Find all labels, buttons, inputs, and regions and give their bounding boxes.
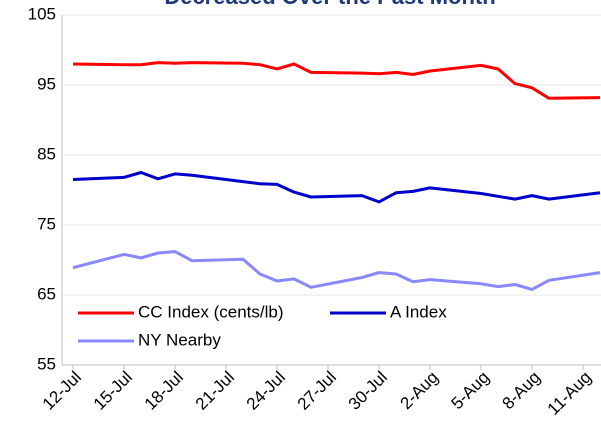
x-tick-label: 2-Aug: [396, 368, 442, 414]
series-line: [72, 61, 601, 100]
series-line: [72, 171, 601, 204]
legend-label: CC Index (cents/lb): [138, 302, 284, 321]
x-tick-label: 8-Aug: [498, 368, 544, 414]
x-tick-label: 27-Jul: [294, 368, 340, 414]
x-tick-label: 30-Jul: [345, 368, 391, 414]
legend-label: NY Nearby: [138, 330, 221, 349]
y-tick-label: 105: [28, 4, 56, 23]
y-tick-label: 55: [37, 354, 56, 373]
y-tick-label: 75: [37, 214, 56, 233]
series-line: [72, 250, 601, 291]
x-tick-label: 11-Aug: [544, 368, 595, 419]
y-tick-label: 95: [37, 74, 56, 93]
y-tick-label: 85: [37, 144, 56, 163]
x-tick-label: 15-Jul: [90, 368, 136, 414]
x-tick-label: 24-Jul: [243, 368, 289, 414]
y-tick-label: 65: [37, 284, 56, 303]
x-tick-label: 21-Jul: [192, 368, 238, 414]
legend-label: A Index: [390, 302, 447, 321]
chart-title: Decreased Over the Past Month: [164, 0, 495, 9]
x-tick-label: 5-Aug: [447, 368, 493, 414]
x-tick-label: 18-Jul: [141, 368, 187, 414]
x-tick-label: 12-Jul: [39, 368, 85, 414]
